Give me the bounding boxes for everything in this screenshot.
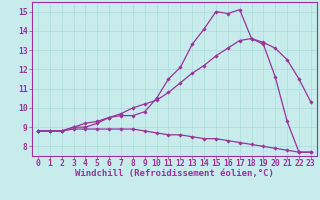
X-axis label: Windchill (Refroidissement éolien,°C): Windchill (Refroidissement éolien,°C) xyxy=(75,169,274,178)
